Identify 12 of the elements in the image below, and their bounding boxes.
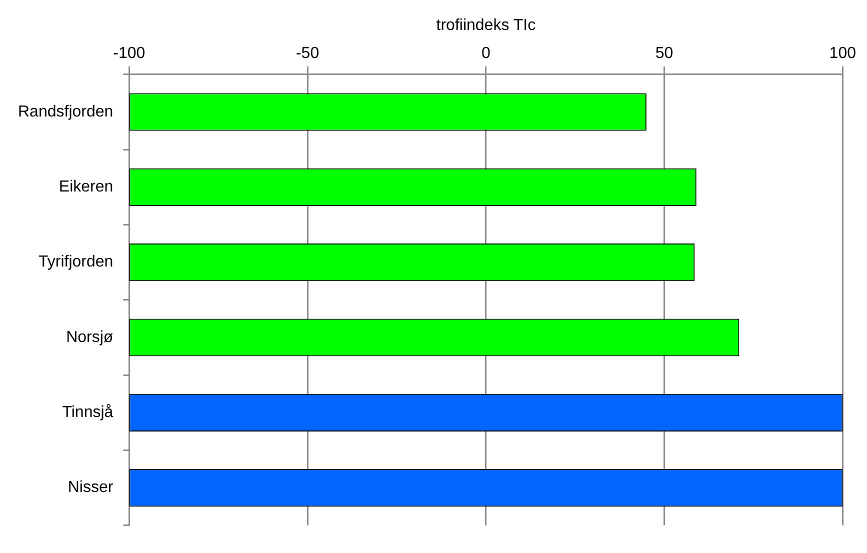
x-tick-label: -50: [296, 45, 320, 62]
y-tick-label: Randsfjorden: [18, 103, 114, 120]
x-tick-label: 100: [829, 45, 856, 62]
x-tick-label: 50: [655, 45, 674, 62]
x-axis-title: trofiindeks TIc: [436, 17, 536, 34]
y-tick-label: Norsjø: [66, 328, 114, 346]
x-tick-label: 0: [481, 45, 490, 62]
y-tick-label: Tinnsjå: [62, 404, 114, 422]
y-tick-label: Nisser: [68, 479, 114, 496]
y-tick-label: Eikeren: [58, 178, 114, 196]
y-tick-label: Tyrifjorden: [38, 254, 114, 271]
x-tick-label: -100: [113, 45, 146, 62]
